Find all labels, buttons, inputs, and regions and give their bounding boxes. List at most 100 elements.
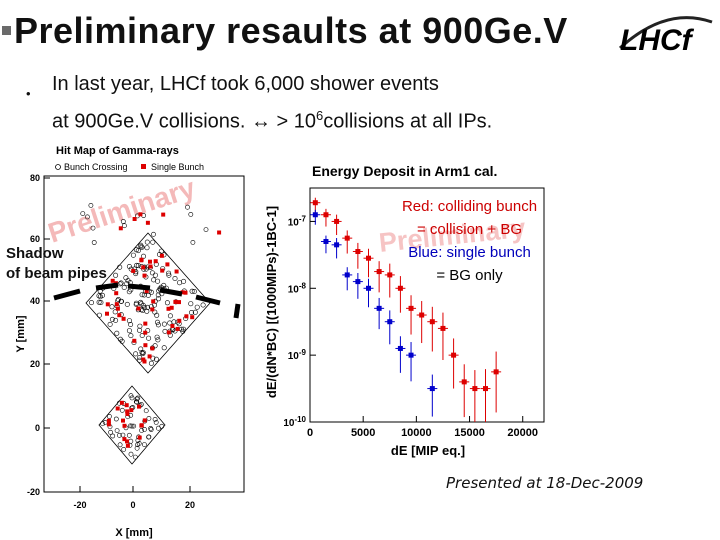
energy-ylabel: dE/(dN*BC) [(1000MIPs)-1BC-1] [264,206,279,398]
energy-xtick-label: 20000 [507,427,538,439]
hitmap-point-sb [217,230,222,235]
hitmap-point-bc [188,212,194,217]
hitmap-ytick-label: 40 [30,296,40,306]
title-bar: Preliminary resaults at 900Ge.V LHCf [0,0,720,62]
hitmap-title: Hit Map of Gamma-rays [56,145,179,157]
energy-yticks: 10-7 10-8 10-9 10-10 [283,214,316,429]
hitmap-point-sb [129,408,134,413]
hitmap-point-bc [155,322,161,328]
hitmap-point-bc [100,421,106,427]
hitmap-point-bc [140,351,146,357]
hitmap-point-bc [172,328,178,334]
hitmap-point-sb [183,290,188,295]
hitmap-point-sb [153,259,158,264]
energy-ytick-label: 10-7 [288,214,307,228]
hitmap-frame [43,175,245,493]
hitmap-point-bc [145,328,151,334]
hitmap-point-bc [85,214,90,220]
color-legend: Red: colliding bunch = collision + BG Bl… [372,195,567,287]
hitmap-point-bc [144,239,150,245]
legend-red-line-1: Red: colliding bunch [401,198,538,215]
hitmap-point-bc [152,272,158,278]
hitmap-point-bc [152,343,158,349]
hitmap-point-sb [180,290,185,295]
bullet-dot: • [26,86,31,101]
hitmap-point-bc [159,423,165,429]
hitmap-point-bc [108,429,113,435]
hitmap-point-bc [189,288,195,294]
hitmap-point-sb [114,302,119,307]
hitmap-point-sb [190,315,195,320]
hitmap-point-bc [155,319,161,325]
hitmap-point-sb [143,321,148,326]
hitmap-point-sb [118,226,123,231]
hitmap-ytick-label: 60 [30,234,40,244]
legend-sb-marker [141,164,146,169]
hitmap-point-bc [138,242,144,248]
hitmap-point-bc [109,316,115,322]
hitmap-point-sb [136,306,141,311]
hitmap-point-bc [191,289,197,295]
hitmap-point-bc [133,271,139,277]
hitmap-point-sb [114,291,119,296]
hitmap-point-bc [97,294,103,300]
hitmap-point-bc [141,442,147,447]
hitmap-point-bc [137,327,143,333]
hitmap-point-sb [142,273,147,278]
energy-title: Energy Deposit in Arm1 cal. [312,163,497,179]
hitmap-point-sb [148,259,152,264]
hitmap-point-sb [125,443,130,448]
title-bullet [2,26,11,35]
hitmap-point-bc [164,300,170,306]
hitmap-point-sb [166,306,171,311]
hitmap-point-sb [161,212,166,217]
hitmap-point-bc [134,396,140,402]
energy-point-red [312,200,318,206]
energy-point-blue [376,305,382,311]
hitmap-point-sb [139,258,144,263]
energy-point-blue [429,386,435,392]
hitmap-legend: Bunch Crossing Single Bunch [55,162,204,172]
hitmap-xlabel: X [mm] [115,527,153,539]
hitmap-point-bc [96,299,102,305]
hitmap-point-bc [114,428,120,433]
hitmap-point-bc [148,360,154,366]
hitmap-point-bc [190,240,196,245]
hitmap-point-bc [194,304,200,310]
hitmap-point-sb [166,330,171,335]
hitmap-point-bc [139,292,145,298]
hitmap-point-bc [155,278,161,284]
energy-xtick-label: 10000 [401,427,432,439]
hitmap-point-sb [165,262,170,267]
slide-title: Preliminary resaults at 900Ge.V [14,10,568,51]
hitmap-point-bc [96,293,102,299]
hitmap-point-bc [119,407,125,413]
hit-map-chart: Hit Map of Gamma-rays Bunch Crossing Sin… [15,145,245,539]
energy-point-blue [334,242,340,248]
hitmap-point-bc [80,211,86,216]
energy-xticks: 0 5000 10000 15000 20000 [307,416,538,439]
hitmap-point-bc [144,245,150,251]
energy-points [310,197,502,422]
hitmap-point-bc [203,227,209,232]
hitmap-point-sb [141,265,146,270]
hitmap-point-bc [130,252,136,258]
hitmap-point-bc [148,427,154,432]
hitmap-point-bc [127,423,133,429]
hitmap-point-bc [149,270,155,276]
hitmap-point-sb [148,264,153,269]
hitmap-ytick-label: 0 [35,423,40,433]
hitmap-ytick-label: -20 [27,487,40,497]
hitmap-point-bc [126,328,132,334]
hitmap-point-bc [113,317,119,323]
hitmap-point-sb [115,306,120,311]
energy-point-red [334,218,340,224]
hitmap-point-bc [102,419,108,425]
hitmap-watermark: Preliminary [44,172,199,249]
hitmap-point-sb [125,409,130,414]
energy-point-blue [323,238,329,244]
hitmap-xtick-label: 0 [130,500,135,510]
bullet-line-2: at 900Ge.V collisions. ↔ > 106collisions… [52,108,492,134]
hitmap-ytick-label: 20 [30,359,40,369]
hitmap-point-bc [126,264,132,270]
